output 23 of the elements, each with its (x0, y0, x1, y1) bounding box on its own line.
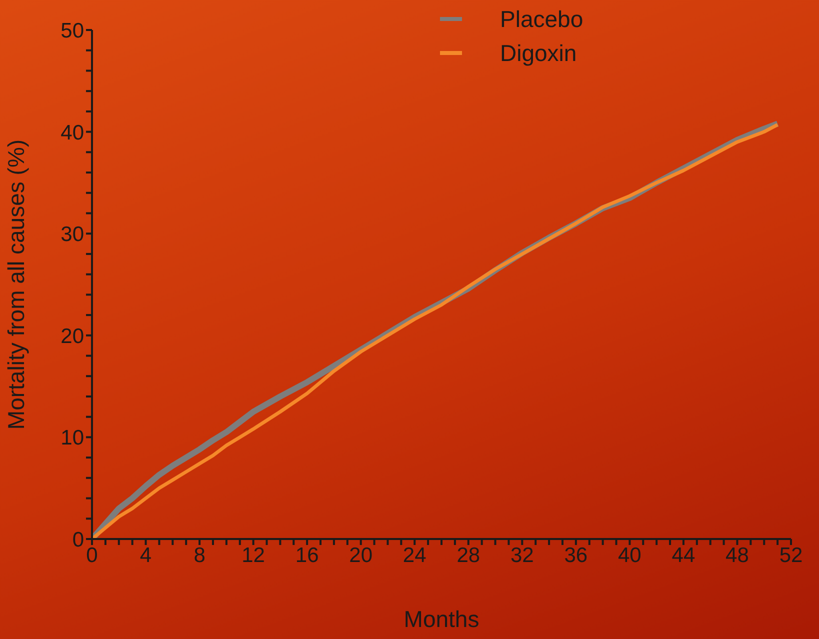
x-tick-label: 4 (140, 544, 152, 567)
x-tick-label: 36 (564, 544, 588, 567)
x-tick-label: 44 (672, 544, 696, 567)
legend-label: Placebo (500, 5, 584, 34)
y-axis-title: Mortality from all causes (%) (3, 139, 30, 430)
y-tick-label: 30 (60, 223, 84, 246)
y-tick-label: 10 (60, 426, 84, 450)
y-tick-label: 40 (60, 121, 84, 144)
x-tick-label: 24 (402, 544, 427, 567)
y-tick-label: 0 (72, 528, 84, 552)
x-tick-label: 32 (510, 544, 534, 567)
x-tick-label: 8 (194, 544, 206, 567)
y-tick-label: 50 (60, 19, 84, 42)
x-axis-title: Months (404, 606, 480, 632)
x-tick-label: 16 (295, 544, 319, 567)
x-tick-label: 52 (779, 544, 803, 567)
x-tick-label: 12 (242, 544, 265, 567)
legend-label: Digoxin (500, 39, 577, 68)
x-tick-label: 40 (618, 544, 642, 567)
y-tick-label: 20 (60, 324, 84, 348)
x-tick-label: 28 (456, 544, 480, 567)
x-tick-label: 48 (726, 544, 749, 567)
x-tick-label: 20 (349, 544, 373, 567)
